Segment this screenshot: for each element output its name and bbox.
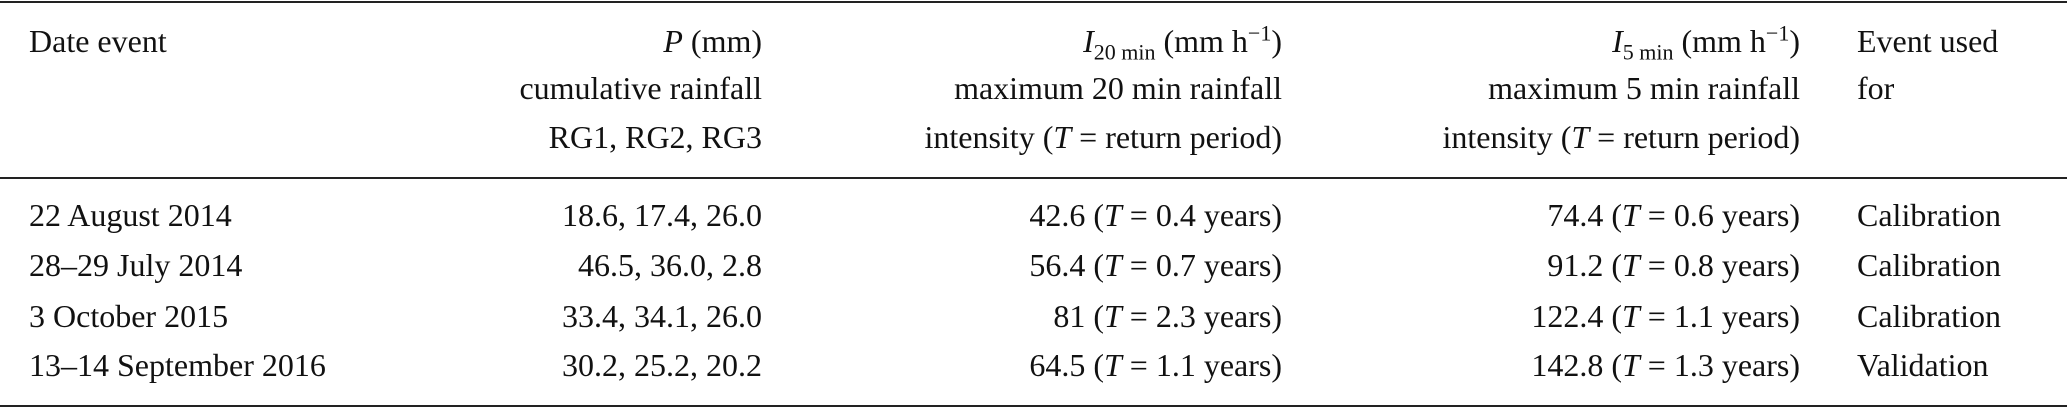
cell-text: 64.5 ( [1029, 347, 1104, 383]
header-text: (mm h [1673, 23, 1766, 59]
table-cell: 74.4 (T = 0.6 years) [1547, 195, 1800, 235]
cell-text: T [1621, 298, 1640, 334]
table-cell: 3 October 2015 [29, 298, 229, 334]
table-cell: 56.4 (T = 0.7 years) [1029, 245, 1282, 285]
header-text: T [1571, 119, 1590, 155]
header-text: −1 [1247, 20, 1272, 46]
cell-text: 91.2 ( [1547, 247, 1622, 283]
header-text: T [1053, 119, 1072, 155]
cell-text: T [1621, 247, 1640, 283]
cell-text: T [1103, 347, 1122, 383]
header-cell: RG1, RG2, RG3 [548, 119, 762, 155]
header-cell: maximum 5 min rainfall [1488, 70, 1800, 106]
cell-text: = 1.1 years) [1639, 298, 1800, 334]
cell-text: T [1103, 197, 1122, 233]
cell-text: = 2.3 years) [1121, 298, 1282, 334]
table-cell: Calibration [1857, 197, 2001, 233]
header-text: intensity ( [1442, 119, 1572, 155]
header-text: 5 min [1622, 39, 1674, 65]
cell-text: = 1.3 years) [1639, 347, 1800, 383]
header-text: I [1612, 23, 1623, 59]
cell-text: = 0.7 years) [1121, 247, 1282, 283]
header-cell: P (mm) [663, 21, 762, 61]
table-cell: 91.2 (T = 0.8 years) [1547, 245, 1800, 285]
cell-text: 81 ( [1053, 298, 1104, 334]
table-cell: 64.5 (T = 1.1 years) [1029, 345, 1282, 385]
header-text: ) [1271, 23, 1282, 59]
cell-text: 74.4 ( [1547, 197, 1622, 233]
header-text: (mm) [682, 23, 762, 59]
cell-text: 122.4 ( [1531, 298, 1622, 334]
cell-text: T [1621, 197, 1640, 233]
table-cell: 13–14 September 2016 [29, 347, 326, 383]
cell-text: 42.6 ( [1029, 197, 1104, 233]
header-text: I [1083, 23, 1094, 59]
cell-text: T [1103, 247, 1122, 283]
table-cell: Calibration [1857, 247, 2001, 283]
table-cell: Calibration [1857, 298, 2001, 334]
header-cell: Event used [1857, 23, 1999, 59]
cell-text: = 1.1 years) [1121, 347, 1282, 383]
header-cell: intensity (T = return period) [924, 117, 1282, 157]
header-cell: Date event [29, 23, 167, 59]
header-text: ) [1789, 23, 1800, 59]
header-cell: for [1857, 70, 1895, 106]
table-cell: 33.4, 34.1, 26.0 [562, 298, 762, 334]
header-cell: I5 min (mm h−1) [1612, 20, 1800, 65]
table-cell: 81 (T = 2.3 years) [1053, 296, 1282, 336]
header-cell: intensity (T = return period) [1442, 117, 1800, 157]
header-text: = return period) [1071, 119, 1282, 155]
cell-text: T [1621, 347, 1640, 383]
top-rule [0, 1, 2067, 3]
header-cell: maximum 20 min rainfall [954, 70, 1282, 106]
table-cell: 46.5, 36.0, 2.8 [578, 247, 762, 283]
cell-text: = 0.4 years) [1121, 197, 1282, 233]
cell-text: = 0.8 years) [1639, 247, 1800, 283]
header-cell: I20 min (mm h−1) [1083, 20, 1282, 65]
table-cell: 42.6 (T = 0.4 years) [1029, 195, 1282, 235]
header-text: (mm h [1155, 23, 1248, 59]
table-cell: 122.4 (T = 1.1 years) [1531, 296, 1800, 336]
header-text: P [663, 23, 683, 59]
header-rule [0, 177, 2067, 179]
table-cell: 28–29 July 2014 [29, 247, 243, 283]
table-cell: 30.2, 25.2, 20.2 [562, 347, 762, 383]
header-cell: cumulative rainfall [519, 70, 762, 106]
header-text: intensity ( [924, 119, 1054, 155]
cell-text: T [1103, 298, 1122, 334]
table-cell: Validation [1857, 347, 1989, 383]
cell-text: 142.8 ( [1531, 347, 1622, 383]
cell-text: = 0.6 years) [1639, 197, 1800, 233]
table-cell: 142.8 (T = 1.3 years) [1531, 345, 1800, 385]
cell-text: 56.4 ( [1029, 247, 1104, 283]
header-text: 20 min [1093, 39, 1156, 65]
header-text: = return period) [1589, 119, 1800, 155]
header-text: −1 [1765, 20, 1790, 46]
table-cell: 22 August 2014 [29, 197, 232, 233]
table-cell: 18.6, 17.4, 26.0 [562, 197, 762, 233]
bottom-rule [0, 405, 2067, 407]
